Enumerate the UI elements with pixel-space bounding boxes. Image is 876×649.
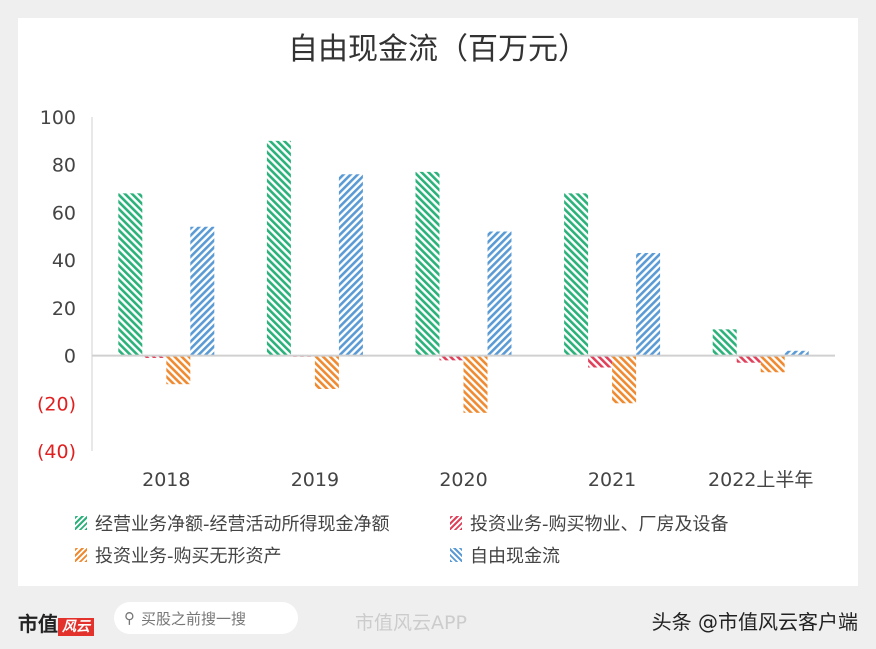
y-tick-label: 0 xyxy=(64,346,76,368)
x-tick-label: 2019 xyxy=(291,469,339,491)
legend-swatch xyxy=(450,516,462,530)
chart-title: 自由现金流（百万元） xyxy=(288,32,588,67)
bar-2020-s0 xyxy=(415,171,440,356)
y-tick-label: (40) xyxy=(37,441,76,463)
bar-chart: 100 80 60 40 20 0 (20) (40) 2018 2019 2020 2021 2022… xyxy=(37,107,835,491)
legend-item: 自由现金流 xyxy=(450,542,560,568)
bar-2018-s3 xyxy=(190,226,215,356)
bar-2018-s2 xyxy=(166,355,191,385)
y-tick-label: 40 xyxy=(52,250,76,272)
legend-swatch xyxy=(450,548,462,562)
bar-2022上半年-s3 xyxy=(784,350,809,356)
bar-2018-s0 xyxy=(118,193,143,356)
weibo-watermark: 市值风云APP xyxy=(355,612,467,634)
toutiao-account: 头条 @市值风云客户端 xyxy=(651,610,858,634)
bar-2020-s3 xyxy=(487,231,512,356)
search-box[interactable]: ⚲ 买股之前搜一搜 xyxy=(114,602,298,634)
bar-2019-s0 xyxy=(266,140,291,356)
legend-swatch xyxy=(75,516,87,530)
legend-item: 经营业务净额-经营活动所得现金净额 xyxy=(75,510,390,536)
legend-label: 自由现金流 xyxy=(470,546,560,567)
brand-logo: 市值 风云 xyxy=(18,608,94,637)
legend-label: 投资业务-购买物业、厂房及设备 xyxy=(470,514,729,535)
legend-label: 投资业务-购买无形资产 xyxy=(95,546,282,567)
y-tick-label: 20 xyxy=(52,298,76,320)
y-tick-label: (20) xyxy=(37,393,76,415)
bar-2022上半年-s2 xyxy=(760,355,785,373)
footer: 市值 风云 ⚲ 买股之前搜一搜 市值风云APP 头条 @市值风云客户端 xyxy=(0,596,876,644)
x-tick-label: 2020 xyxy=(439,469,487,491)
bar-2021-s3 xyxy=(636,252,661,356)
bar-2020-s2 xyxy=(463,355,488,413)
y-tick-label: 100 xyxy=(40,107,76,129)
bar-2019-s2 xyxy=(314,355,339,389)
bar-2022上半年-s1 xyxy=(736,355,761,363)
bar-2021-s1 xyxy=(588,355,613,368)
legend-item: 投资业务-购买无形资产 xyxy=(75,542,282,568)
bar-2021-s2 xyxy=(612,355,637,404)
legend-swatch xyxy=(75,548,87,562)
bar-2019-s3 xyxy=(338,174,363,356)
search-icon: ⚲ xyxy=(124,609,135,627)
x-tick-label: 2018 xyxy=(142,469,190,491)
y-tick-label: 60 xyxy=(52,202,76,224)
legend-label: 经营业务净额-经营活动所得现金净额 xyxy=(95,514,390,535)
bar-2022上半年-s0 xyxy=(712,329,737,356)
bar-2018-s1 xyxy=(142,355,167,358)
bar-2020-s1 xyxy=(439,355,464,361)
legend-item: 投资业务-购买物业、厂房及设备 xyxy=(450,510,729,536)
y-tick-label: 80 xyxy=(52,155,76,177)
x-tick-label: 2022上半年 xyxy=(708,469,813,491)
bar-2021-s0 xyxy=(564,193,589,356)
x-tick-label: 2021 xyxy=(588,469,636,491)
